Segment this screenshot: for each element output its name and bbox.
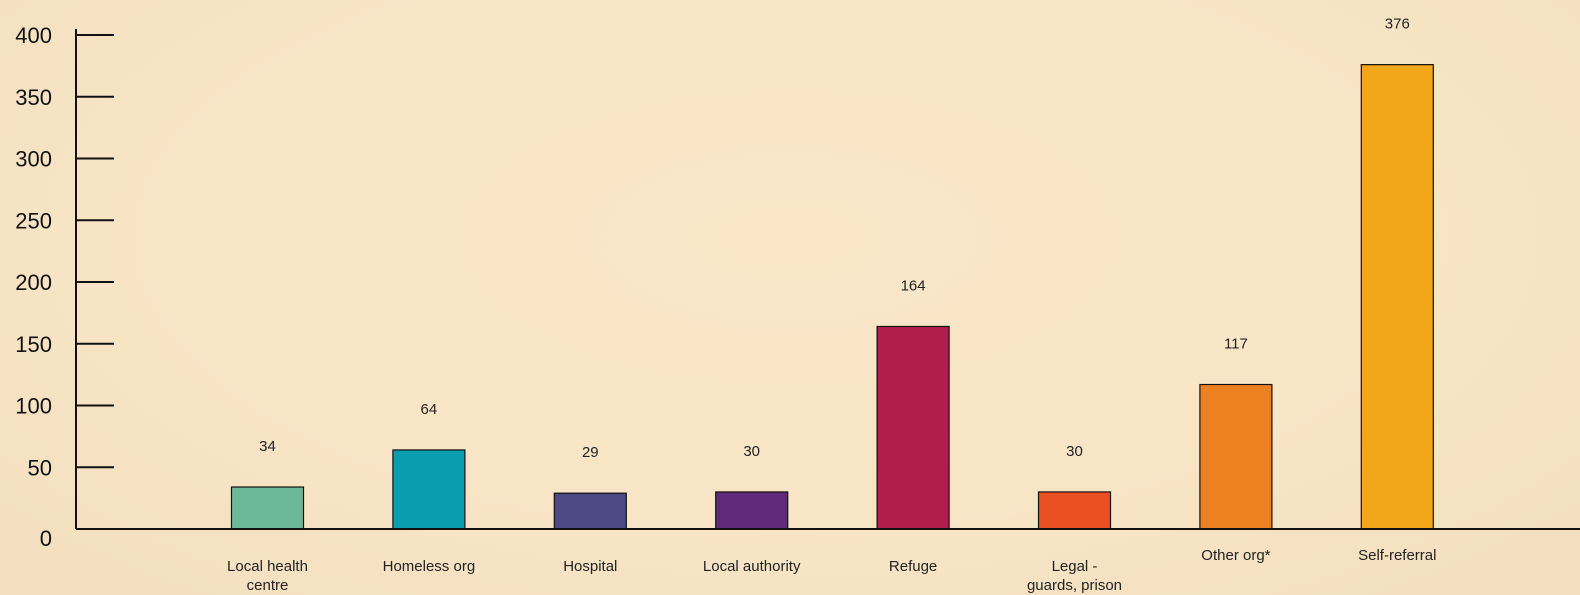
category-label: centre — [247, 577, 289, 594]
bar-value-label: 30 — [1066, 443, 1083, 460]
bar — [715, 491, 789, 530]
category-label: Hospital — [563, 558, 617, 575]
bar-value-label: 34 — [259, 438, 276, 455]
bar — [1037, 491, 1112, 530]
y-tick-label: 350 — [15, 85, 52, 110]
bars-group — [230, 64, 1434, 530]
bar — [553, 492, 627, 530]
bar — [876, 325, 950, 530]
category-label: Local authority — [703, 558, 801, 575]
y-tick-label: 100 — [15, 394, 52, 419]
y-tick-label: 50 — [28, 455, 52, 480]
bar-value-label: 376 — [1385, 16, 1410, 33]
y-tick-label: 300 — [15, 147, 52, 172]
category-labels-group: Local health centre Homeless org Hospital Lo… — [227, 547, 1436, 594]
bar-value-label: 117 — [1224, 336, 1248, 353]
value-labels-group: 34 64 29 30 164 30 117 376 — [259, 16, 1410, 462]
category-label: Local health — [227, 558, 308, 575]
category-label: Legal - — [1052, 558, 1098, 575]
bar — [392, 449, 466, 530]
y-tick-label: 0 — [40, 526, 52, 551]
category-label: Refuge — [889, 558, 937, 575]
bar-value-label: 164 — [901, 277, 926, 294]
bar — [1360, 64, 1434, 530]
category-label: Other org* — [1201, 547, 1270, 564]
y-axis: 0 50 100 150 200 250 300 350 400 — [15, 23, 114, 551]
category-label: guards, prison — [1027, 577, 1122, 594]
y-tick-label: 400 — [15, 23, 52, 48]
category-label: Homeless org — [383, 558, 476, 575]
bar-value-label: 29 — [582, 444, 599, 461]
bar — [1199, 383, 1273, 530]
y-tick-label: 150 — [15, 332, 52, 357]
bar — [230, 486, 305, 530]
y-tick-label: 200 — [15, 270, 52, 295]
y-tick-label: 250 — [15, 208, 52, 233]
bar-value-label: 30 — [743, 443, 760, 460]
category-label: Self-referral — [1358, 547, 1436, 564]
bar-value-label: 64 — [421, 401, 438, 418]
